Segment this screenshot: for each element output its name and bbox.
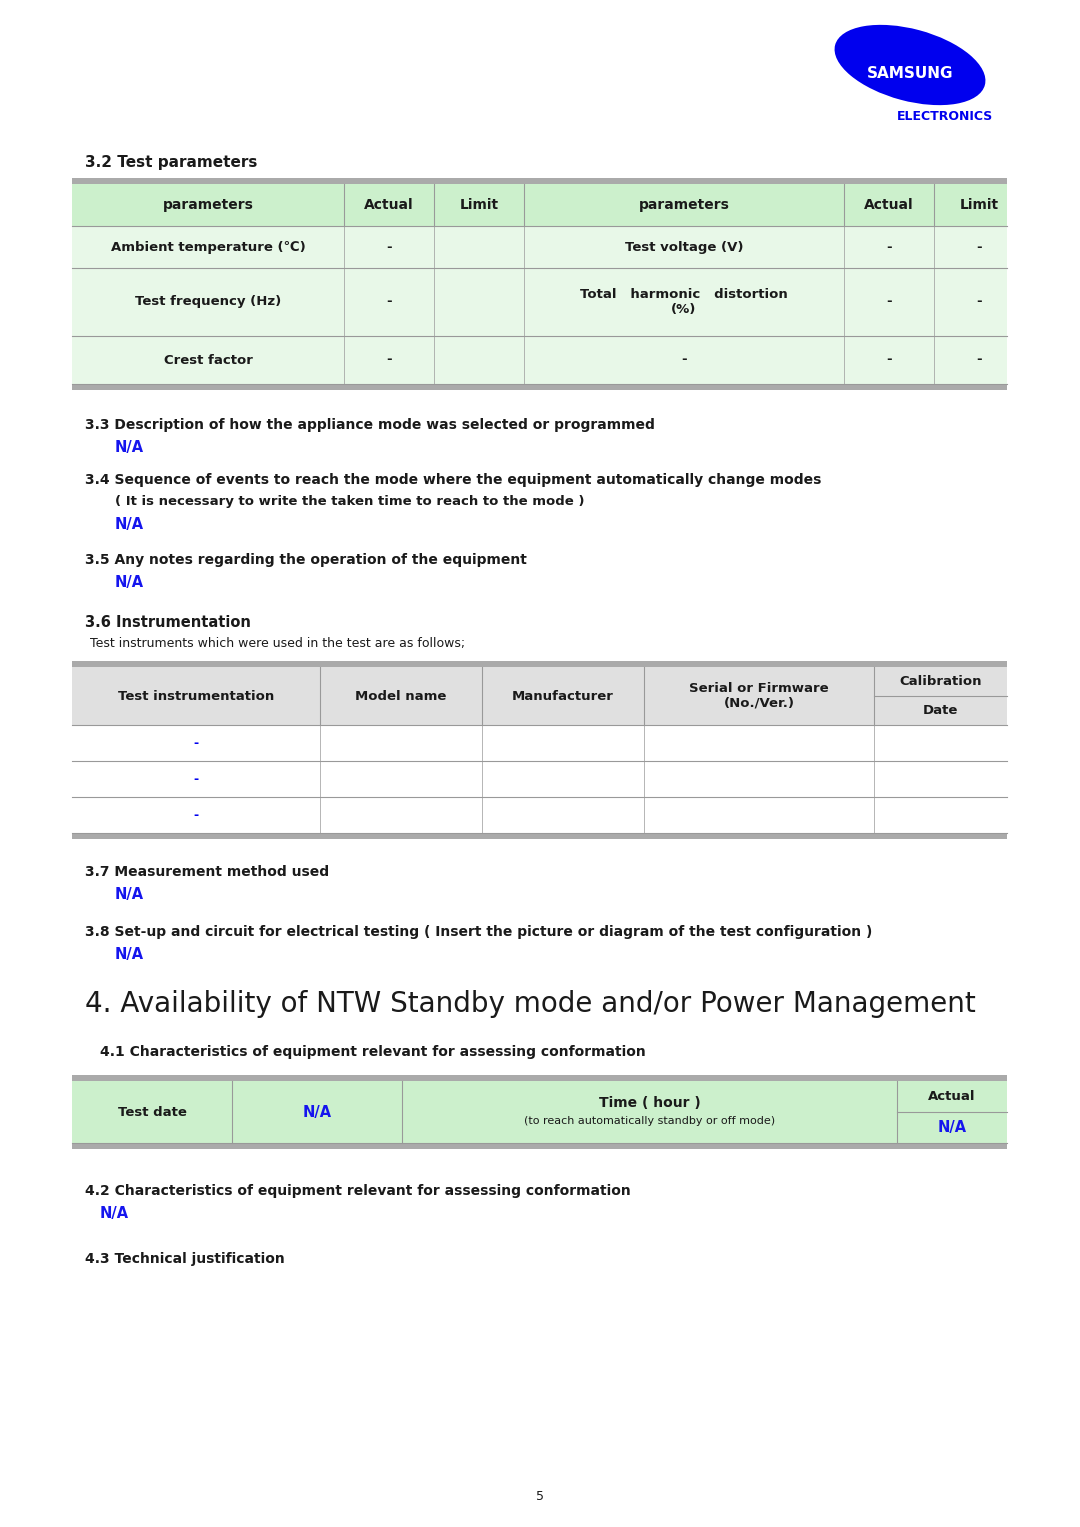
Text: SAMSUNG: SAMSUNG (867, 66, 954, 81)
Text: -: - (193, 736, 199, 750)
Text: ELECTRONICS: ELECTRONICS (896, 110, 994, 124)
Bar (72, 1081, 1007, 1144)
Text: N/A: N/A (114, 887, 144, 902)
Text: Actual: Actual (364, 199, 414, 212)
Text: -: - (976, 353, 982, 366)
Text: -: - (887, 240, 892, 253)
Text: N/A: N/A (100, 1206, 130, 1222)
Text: Model name: Model name (355, 690, 447, 702)
Text: 3.8 Set-up and circuit for electrical testing ( Insert the picture or diagram of: 3.8 Set-up and circuit for electrical te… (85, 925, 873, 939)
Text: 5: 5 (536, 1490, 544, 1504)
Text: -: - (681, 353, 687, 366)
Text: Manufacturer: Manufacturer (512, 690, 613, 702)
Text: 4.2 Characteristics of equipment relevant for assessing conformation: 4.2 Characteristics of equipment relevan… (85, 1183, 631, 1199)
Text: N/A: N/A (114, 576, 144, 589)
Text: -: - (887, 296, 892, 308)
Text: Limit: Limit (959, 199, 999, 212)
Text: Limit: Limit (459, 199, 499, 212)
Ellipse shape (835, 24, 985, 105)
Bar (72, 760, 1007, 797)
Text: Total   harmonic   distortion
(%): Total harmonic distortion (%) (580, 289, 788, 316)
Text: parameters: parameters (638, 199, 729, 212)
Text: -: - (193, 773, 199, 785)
Text: -: - (387, 296, 392, 308)
Text: -: - (887, 353, 892, 366)
Bar (72, 179, 1007, 183)
Text: 3.6 Instrumentation: 3.6 Instrumentation (85, 615, 251, 631)
Text: Test voltage (V): Test voltage (V) (624, 240, 743, 253)
Text: 3.5 Any notes regarding the operation of the equipment: 3.5 Any notes regarding the operation of… (85, 553, 527, 567)
Text: (to reach automatically standby or off mode): (to reach automatically standby or off m… (524, 1116, 775, 1127)
Text: Crest factor: Crest factor (163, 353, 253, 366)
Text: N/A: N/A (114, 947, 144, 962)
Text: 3.7 Measurement method used: 3.7 Measurement method used (85, 864, 329, 880)
Bar (72, 226, 1007, 269)
Text: N/A: N/A (302, 1104, 332, 1119)
Text: -: - (976, 296, 982, 308)
Text: Test instrumentation: Test instrumentation (118, 690, 274, 702)
Text: Test frequency (Hz): Test frequency (Hz) (135, 296, 281, 308)
Text: Test date: Test date (118, 1106, 187, 1118)
Text: ( It is necessary to write the taken time to reach to the mode ): ( It is necessary to write the taken tim… (114, 495, 584, 508)
Bar (72, 797, 1007, 834)
Bar (72, 383, 1007, 389)
Text: 4. Availability of NTW Standby mode and/or Power Management: 4. Availability of NTW Standby mode and/… (85, 989, 975, 1019)
Text: parameters: parameters (163, 199, 254, 212)
Text: Actual: Actual (928, 1090, 975, 1102)
Text: Ambient temperature (℃): Ambient temperature (℃) (110, 240, 306, 253)
Text: Serial or Firmware
(No./Ver.): Serial or Firmware (No./Ver.) (689, 683, 828, 710)
Text: Test instruments which were used in the test are as follows;: Test instruments which were used in the … (90, 637, 465, 651)
Text: Date: Date (922, 704, 958, 718)
Text: 3.4 Sequence of events to reach the mode where the equipment automatically chang: 3.4 Sequence of events to reach the mode… (85, 473, 822, 487)
Text: Time ( hour ): Time ( hour ) (598, 1096, 700, 1110)
Text: N/A: N/A (937, 1119, 967, 1135)
Text: N/A: N/A (114, 440, 144, 455)
Text: 4.1 Characteristics of equipment relevant for assessing conformation: 4.1 Characteristics of equipment relevan… (100, 1044, 646, 1060)
Text: 3.3 Description of how the appliance mode was selected or programmed: 3.3 Description of how the appliance mod… (85, 418, 654, 432)
Text: N/A: N/A (114, 518, 144, 531)
Bar (72, 1075, 1007, 1081)
Text: -: - (387, 353, 392, 366)
Bar (72, 667, 1007, 725)
Bar (72, 336, 1007, 383)
Bar (72, 661, 1007, 667)
Bar (72, 1144, 1007, 1148)
Text: 3.2 Test parameters: 3.2 Test parameters (85, 156, 257, 169)
Bar (72, 183, 1007, 226)
Bar (72, 834, 1007, 838)
Text: Actual: Actual (864, 199, 914, 212)
Bar (72, 725, 1007, 760)
Text: 4.3 Technical justification: 4.3 Technical justification (85, 1252, 285, 1266)
Text: -: - (387, 240, 392, 253)
Text: Calibration: Calibration (900, 675, 982, 689)
Bar (72, 269, 1007, 336)
Text: -: - (193, 808, 199, 822)
Text: -: - (976, 240, 982, 253)
